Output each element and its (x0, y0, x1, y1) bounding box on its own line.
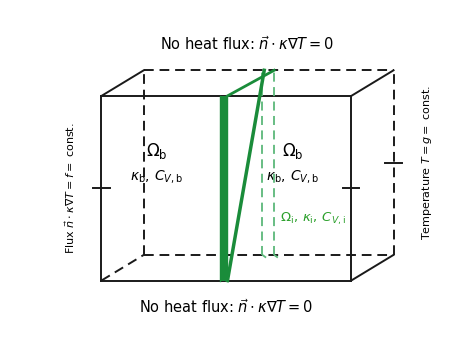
Text: $\kappa_\mathrm{b},\,C_{V,\mathrm{b}}$: $\kappa_\mathrm{b},\,C_{V,\mathrm{b}}$ (266, 168, 319, 185)
Text: $\Omega_\mathrm{i},\,\kappa_\mathrm{i},\,C_{V,\mathrm{i}}$: $\Omega_\mathrm{i},\,\kappa_\mathrm{i},\… (280, 210, 346, 227)
Text: $\Omega_\mathrm{b}$: $\Omega_\mathrm{b}$ (282, 141, 303, 161)
Text: $\kappa_\mathrm{b},\,C_{V,\mathrm{b}}$: $\kappa_\mathrm{b},\,C_{V,\mathrm{b}}$ (130, 168, 183, 185)
Text: No heat flux: $\vec{n} \cdot \kappa \nabla T = 0$: No heat flux: $\vec{n} \cdot \kappa \nab… (139, 298, 313, 316)
Text: Temperature $T = g = $ const.: Temperature $T = g = $ const. (419, 85, 434, 240)
Text: No heat flux: $\vec{n} \cdot \kappa \nabla T = 0$: No heat flux: $\vec{n} \cdot \kappa \nab… (160, 35, 335, 53)
Text: $\Omega_\mathrm{b}$: $\Omega_\mathrm{b}$ (146, 141, 167, 161)
Text: Flux $\vec{n} \cdot \kappa \nabla T = f = $ const.: Flux $\vec{n} \cdot \kappa \nabla T = f … (64, 122, 77, 254)
